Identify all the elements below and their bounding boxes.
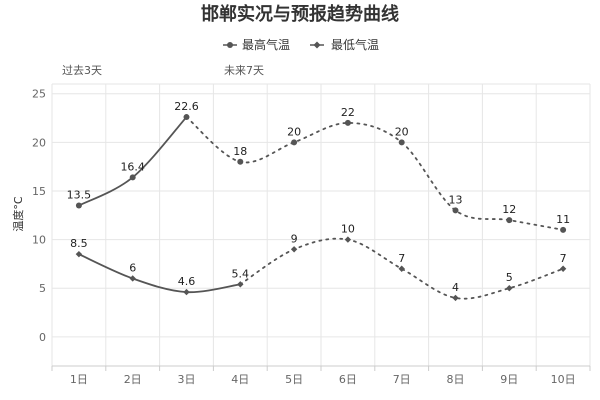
x-tick-label: 10日 (551, 373, 576, 386)
legend[interactable]: 最高气温 最低气温 (223, 37, 379, 52)
x-tick-label: 8日 (447, 373, 465, 386)
data-label-min: 10 (341, 223, 355, 236)
x-tick-label: 5日 (285, 373, 303, 386)
data-label-max: 20 (287, 125, 301, 138)
data-point-min[interactable] (237, 281, 244, 288)
data-label-max: 11 (556, 213, 570, 226)
data-label-min: 4.6 (178, 275, 196, 288)
series-layer (75, 114, 567, 302)
legend-item-max[interactable]: 最高气温 (223, 37, 290, 52)
data-label-min: 8.5 (70, 237, 88, 250)
data-point-max[interactable] (237, 158, 244, 165)
data-point-min[interactable] (75, 250, 83, 258)
data-point-min[interactable] (344, 236, 352, 243)
past-days-label: 过去3天 (62, 64, 102, 77)
data-point-max[interactable] (291, 139, 298, 146)
data-label-min: 9 (291, 232, 298, 245)
chart-title: 邯郸实况与预报趋势曲线 (201, 3, 399, 25)
data-point-max[interactable] (183, 114, 190, 121)
legend-marker-max (227, 42, 233, 48)
data-point-max[interactable] (344, 119, 351, 126)
data-point-max[interactable] (75, 202, 82, 209)
data-point-max[interactable] (129, 174, 136, 181)
legend-marker-min (313, 41, 321, 49)
y-tick-label: 25 (32, 88, 46, 101)
data-label-max: 12 (502, 203, 516, 216)
data-label-min: 7 (398, 252, 405, 265)
x-tick-label: 1日 (70, 373, 88, 386)
y-tick-label: 15 (32, 185, 46, 198)
data-label-max: 18 (233, 145, 247, 158)
data-label-max: 13.5 (67, 189, 92, 202)
y-tick-label: 5 (39, 282, 46, 295)
data-label-max: 20 (395, 125, 409, 138)
data-label-min: 5.4 (232, 267, 250, 280)
data-point-min[interactable] (183, 288, 190, 296)
data-point-min[interactable] (129, 275, 136, 282)
legend-label-min: 最低气温 (331, 37, 379, 52)
y-tick-label: 10 (32, 234, 46, 247)
data-label-max: 13 (449, 193, 463, 206)
x-tick-label: 4日 (231, 373, 249, 386)
data-point-max[interactable] (398, 139, 405, 146)
y-axis-title: 温度°C (11, 196, 25, 231)
data-label-max: 16.4 (120, 160, 145, 173)
data-point-min[interactable] (452, 294, 459, 302)
x-tick-label: 6日 (339, 373, 357, 386)
legend-label-max: 最高气温 (242, 37, 290, 52)
data-point-max[interactable] (506, 217, 513, 224)
data-point-min[interactable] (506, 285, 513, 292)
x-tick-label: 7日 (393, 373, 411, 386)
data-point-min[interactable] (559, 265, 567, 272)
data-label-min: 4 (452, 281, 459, 294)
axes: 0 5 10 15 20 25 1日 2日 3日 4日 5日 6日 7日 8日 9日 10日 (32, 83, 591, 386)
x-tick-label: 2日 (124, 373, 142, 386)
x-tick-label: 9日 (500, 373, 518, 386)
data-label-min: 5 (506, 271, 513, 284)
legend-item-min[interactable]: 最低气温 (310, 37, 379, 52)
grid (51, 84, 591, 366)
y-tick-label: 0 (39, 331, 46, 344)
series-line-observed-min (78, 253, 241, 294)
data-label-max: 22 (341, 106, 355, 119)
x-tick-label: 3日 (178, 373, 196, 386)
data-labels: 13.5 16.4 22.6 18 20 22 20 13 12 11 8.5 6 4.6 5.4 9 10 7… (67, 100, 570, 294)
data-point-max[interactable] (452, 207, 459, 214)
data-label-max: 22.6 (174, 100, 199, 113)
data-label-min: 6 (129, 261, 136, 274)
data-point-min[interactable] (290, 246, 298, 253)
data-point-min[interactable] (398, 265, 405, 272)
future-days-label: 未来7天 (224, 64, 264, 77)
y-tick-label: 20 (32, 136, 46, 149)
data-label-min: 7 (560, 252, 567, 265)
data-point-max[interactable] (560, 226, 567, 233)
